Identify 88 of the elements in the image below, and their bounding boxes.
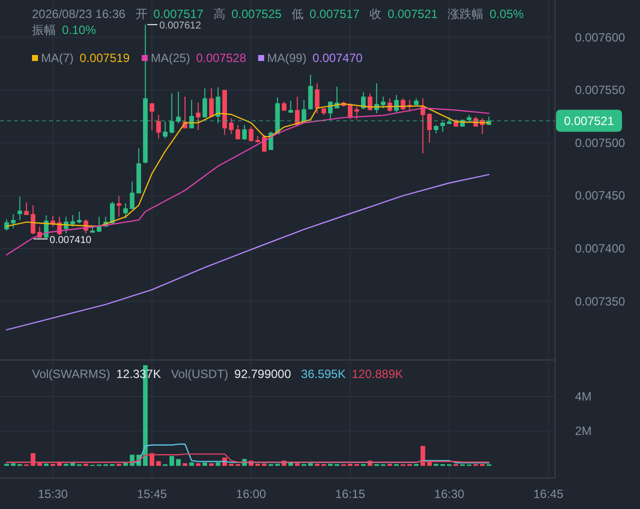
- candlestick: [130, 181, 134, 210]
- annotation: 36.595K: [301, 367, 346, 381]
- candlestick: [169, 92, 174, 134]
- y-tick-label: 0.007500: [575, 136, 626, 150]
- annotation: 92.799000: [234, 367, 292, 381]
- candlestick: [368, 92, 372, 112]
- annotation: 0.007470: [312, 51, 363, 65]
- annotation: Vol(USDT): [170, 367, 228, 381]
- annotation: 0.10%: [62, 23, 96, 37]
- candlestick: [76, 211, 82, 224]
- bar: [196, 463, 201, 466]
- candlestick: [314, 82, 320, 114]
- annotation: 0.007410: [50, 234, 92, 246]
- y-tick-label: 0.007450: [575, 188, 626, 203]
- annotation: 0.007525: [231, 7, 282, 21]
- bar: [176, 459, 181, 466]
- bar: [295, 463, 300, 466]
- x-tick-label: 16:30: [434, 487, 465, 501]
- annotation: 0.05%: [490, 7, 524, 21]
- candlestick: [216, 86, 220, 124]
- annotation: 2026/08/23 16:36: [32, 7, 126, 21]
- bar: [30, 453, 36, 466]
- legend-label: MA(99): [267, 51, 306, 65]
- line-series: [6, 107, 490, 256]
- y-tick-label: 2M: [575, 424, 592, 438]
- annotation: 0.007517: [310, 7, 360, 21]
- candlestick: [288, 100, 294, 114]
- candlestick: [30, 204, 36, 235]
- candlestick: [123, 202, 128, 219]
- x-tick-label: 15:45: [136, 487, 168, 501]
- annotation: 0.007528: [196, 51, 246, 65]
- candlestick: [202, 88, 208, 118]
- bar: [189, 462, 194, 466]
- candlestick: [427, 112, 432, 144]
- candlestick: [209, 88, 214, 118]
- ref-line-label: 0.007521: [564, 114, 614, 128]
- x-tick-label: 16:15: [335, 487, 366, 501]
- x-tick-label: 16:45: [533, 487, 564, 501]
- annotation: 振幅: [32, 23, 56, 37]
- y-tick-label: 4M: [575, 389, 592, 404]
- bar: [10, 463, 16, 466]
- candlestick: [196, 102, 201, 130]
- annotation: Vol(SWARMS): [32, 367, 110, 381]
- annotation: 高: [213, 7, 226, 21]
- annotation: 0.007612: [159, 20, 202, 32]
- annotation: 0.007517: [153, 7, 204, 21]
- annotation: 开: [135, 7, 148, 21]
- annotation: 低: [292, 7, 304, 21]
- x-tick-label: 15:30: [38, 487, 68, 501]
- candlestick: [110, 201, 115, 224]
- candlestick: [248, 126, 254, 142]
- y-tick-label: 0.007550: [575, 83, 626, 98]
- candlestick: [440, 121, 445, 132]
- candlestick: [70, 214, 75, 228]
- bar: [308, 463, 313, 466]
- line-series: [6, 174, 490, 330]
- candlestick: [380, 96, 386, 109]
- legend-label: MA(25): [150, 51, 190, 65]
- candlestick: [24, 202, 29, 216]
- candlestick: [328, 101, 333, 120]
- bar: [209, 463, 214, 466]
- candlestick: [236, 124, 240, 140]
- bar: [156, 461, 161, 466]
- bar: [169, 456, 174, 466]
- line-series: [6, 453, 490, 463]
- legend-label: MA(7): [41, 51, 74, 65]
- candlestick: [162, 121, 168, 139]
- annotation: 120.889K: [352, 367, 404, 381]
- x-tick-label: 16:00: [236, 487, 266, 501]
- annotation: 0.007519: [80, 51, 130, 65]
- annotation: 涨跌幅: [448, 7, 484, 21]
- bar: [202, 462, 208, 466]
- annotation: 收: [370, 7, 382, 21]
- candlestick: [10, 214, 16, 229]
- candlestick: [156, 114, 161, 139]
- y-tick-label: 0.007600: [575, 30, 626, 44]
- candlestick: [176, 91, 181, 124]
- candlestick: [242, 124, 247, 141]
- bar: [37, 463, 42, 466]
- bar: [216, 462, 220, 466]
- candlestick: [228, 118, 234, 135]
- candlestick: [150, 102, 154, 130]
- candlestick: [308, 74, 313, 110]
- candlestick: [18, 196, 22, 220]
- annotation: 0.007521: [388, 7, 438, 21]
- bar: [182, 463, 188, 466]
- y-tick-label: 0.007350: [575, 294, 626, 308]
- y-tick-label: 0.007400: [575, 241, 626, 256]
